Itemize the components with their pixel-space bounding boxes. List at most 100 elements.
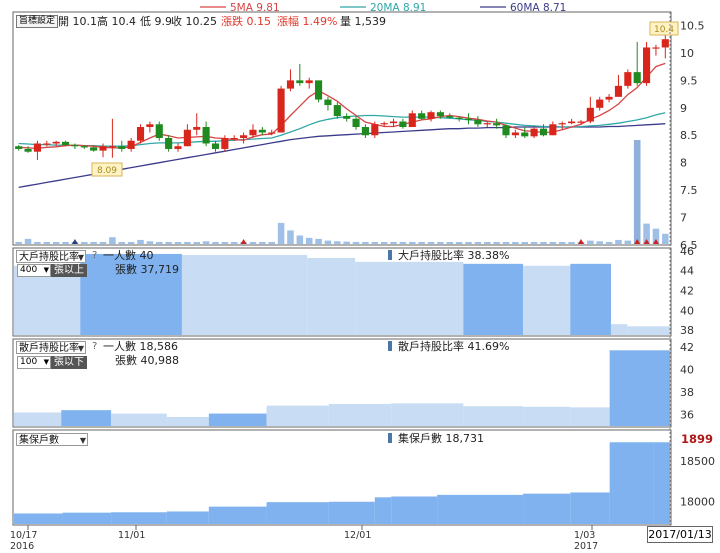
volume-bar xyxy=(474,242,482,244)
big-holder-threshold-text: 400 xyxy=(20,265,38,275)
indicator-marker xyxy=(388,341,392,351)
volume-bar xyxy=(109,237,116,244)
candle-body xyxy=(118,146,126,149)
retail-block xyxy=(609,350,670,426)
big-holder-threshold-select[interactable]: 400 ▼ xyxy=(17,264,51,277)
candle-body xyxy=(371,124,379,136)
retail-threshold-text: 100 xyxy=(20,357,38,367)
volume-bar xyxy=(305,237,313,244)
chevron-down-icon: ▼ xyxy=(77,253,84,262)
x-tick-year-3: 2017 xyxy=(574,541,598,552)
retail-threshold-select[interactable]: 100 ▼ xyxy=(17,356,51,369)
candle-body xyxy=(661,39,669,48)
candle-body xyxy=(165,137,173,149)
cursor-date: 2017/01/13 xyxy=(647,526,713,543)
ma-legend-label-0: 5MA 9.81 xyxy=(230,2,280,14)
big-holder-block xyxy=(14,265,81,335)
volume-bar xyxy=(596,241,603,244)
candle-body xyxy=(502,125,510,136)
holder-count-selector-text: 集保戶數 xyxy=(19,435,59,446)
retail-tick-2: 38 xyxy=(680,386,694,399)
candle-body xyxy=(521,132,529,137)
volume-marker xyxy=(652,239,659,244)
candle-body xyxy=(90,147,98,151)
low-label: 低 9.9 xyxy=(140,15,172,28)
candle-body xyxy=(596,99,604,108)
big-holder-block xyxy=(610,324,628,335)
price-tick-0: 10.5 xyxy=(680,19,705,32)
x-tick-label-2: 12/01 xyxy=(344,530,371,541)
ma20-line xyxy=(18,112,666,147)
retail-selector[interactable]: 散戶持股比率 ▼ xyxy=(16,341,86,354)
volume-bar xyxy=(230,242,238,244)
candle-body xyxy=(146,124,154,128)
volume-bar xyxy=(146,241,154,244)
candle-body xyxy=(539,128,548,136)
volume-bar xyxy=(512,242,519,244)
big-holder-unit-label: 張以上 xyxy=(51,264,87,277)
volume-bar xyxy=(530,242,538,244)
help-icon[interactable]: ? xyxy=(92,250,98,261)
volume-bar xyxy=(493,242,500,244)
help-icon[interactable]: ? xyxy=(92,341,98,352)
volume-bar xyxy=(652,228,660,244)
volume-bar xyxy=(277,222,285,244)
big-holder-tick-2: 42 xyxy=(680,285,694,298)
ma-legend-label-2: 60MA 8.71 xyxy=(510,2,566,14)
retail-tick-3: 36 xyxy=(680,409,694,422)
candle-body xyxy=(586,107,594,122)
candle-body xyxy=(315,80,323,100)
volume-bar xyxy=(15,242,22,244)
price-tick-7: 7 xyxy=(680,212,687,225)
candle-body xyxy=(427,112,435,119)
indicator-settings-button[interactable]: 旨標設定 xyxy=(16,15,59,28)
x-tick-label-3: 1/03 xyxy=(574,530,595,541)
candle-body xyxy=(202,127,210,144)
chevron-down-icon: ▼ xyxy=(43,266,49,274)
candle-body xyxy=(277,88,285,133)
volume-bar xyxy=(390,242,397,244)
candle-body xyxy=(240,135,248,138)
candle-body xyxy=(52,141,60,144)
retail-block xyxy=(61,410,112,426)
holder-count-selector[interactable]: 集保戶數 ▼ xyxy=(16,433,88,446)
candle-body xyxy=(99,146,107,151)
big-holder-block xyxy=(627,326,670,335)
candle-body xyxy=(464,118,473,120)
candle-body xyxy=(436,112,444,117)
indicator-marker xyxy=(388,250,392,260)
volume-bar xyxy=(193,242,201,244)
volume-bar xyxy=(324,240,332,244)
ma-legend-label-1: 20MA 8.91 xyxy=(370,2,426,14)
holder-count-block xyxy=(266,502,329,524)
candle-body xyxy=(361,127,369,136)
volume-bar xyxy=(43,242,51,244)
volume-bar xyxy=(315,238,322,244)
candle-body xyxy=(136,127,145,141)
big-holder-selector[interactable]: 大戶持股比率 ▼ xyxy=(16,250,86,263)
candle-body xyxy=(418,113,426,119)
volume-bar xyxy=(437,242,444,244)
holder-count-block xyxy=(391,496,438,524)
volume-marker xyxy=(643,239,650,244)
volume-bar xyxy=(155,242,163,244)
big-holder-block xyxy=(463,263,524,335)
shares-count-label: 張數 40,988 xyxy=(115,354,179,367)
candle-body xyxy=(80,146,88,148)
holder-count-block xyxy=(62,512,112,524)
volume-bar xyxy=(568,242,575,244)
candle-body xyxy=(643,47,651,84)
candle-body xyxy=(483,123,491,125)
retail-block xyxy=(166,416,209,426)
volume-bar xyxy=(465,242,472,244)
holder-count-block xyxy=(570,492,610,524)
ma-legend: 5MA 9.81 20MA 8.91 60MA 8.71 xyxy=(200,2,566,14)
max-price-label: 10.4 xyxy=(654,25,674,35)
candle-body xyxy=(127,140,135,149)
candle-body xyxy=(333,105,341,117)
candle-body xyxy=(61,141,70,146)
min-price-box xyxy=(91,162,123,177)
candle-body xyxy=(155,124,163,138)
big-holder-tick-3: 40 xyxy=(680,304,694,317)
volume-bar xyxy=(259,242,266,244)
